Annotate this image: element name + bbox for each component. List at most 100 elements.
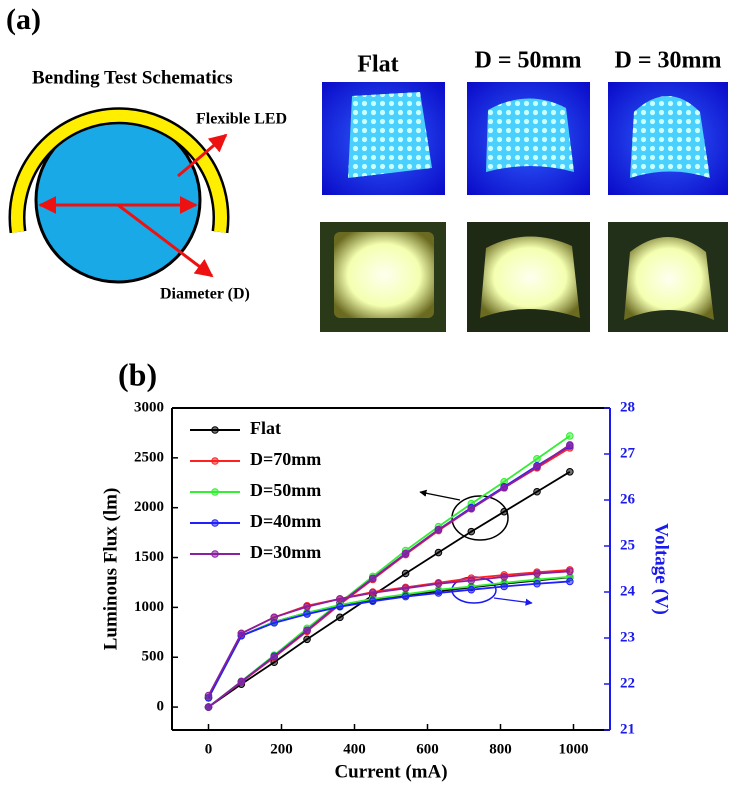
- y-axis-label: Luminous Flux (lm): [100, 488, 121, 651]
- legend-label: D=30mm: [250, 542, 321, 562]
- data-point: [336, 595, 344, 603]
- data-point: [401, 549, 410, 558]
- data-point: [533, 487, 541, 496]
- data-point: [467, 585, 476, 594]
- diameter-label: Diameter (D): [160, 286, 250, 303]
- data-point: [500, 507, 508, 516]
- data-point: [566, 432, 574, 440]
- data-point: [566, 468, 574, 476]
- data-point: [270, 652, 279, 661]
- series-line: [207, 569, 570, 699]
- data-point: [237, 677, 246, 686]
- legend-marker: [211, 550, 219, 558]
- data-point: [500, 582, 508, 591]
- data-point: [237, 629, 246, 638]
- panel-label: (b): [118, 356, 157, 392]
- x-tick-label: 1000: [559, 741, 589, 757]
- x-axis-label: Current (mA): [334, 761, 447, 782]
- y-tick-label: 500: [142, 649, 165, 665]
- series-line: [207, 444, 571, 708]
- photo-white-30: [608, 222, 728, 332]
- y2-tick-label: 28: [620, 399, 635, 415]
- y2-tick-label: 22: [620, 675, 635, 691]
- data-point: [303, 635, 311, 644]
- legend-marker: [211, 426, 219, 434]
- data-point: [401, 592, 410, 601]
- data-point: [566, 441, 574, 449]
- series-line: [207, 580, 570, 699]
- photo-blue-flat: [322, 82, 445, 195]
- led-arrow: [177, 133, 228, 178]
- series-line: [207, 575, 570, 699]
- data-point: [500, 483, 508, 492]
- flexible-led: [11, 109, 227, 233]
- panel-b: (b) 0 200 400 600 800 1000 0 500 1000 1500 2000 250…: [100, 356, 671, 782]
- data-point: [533, 579, 541, 588]
- data-point: [303, 602, 311, 611]
- y-tick-label: 0: [157, 699, 165, 715]
- data-point: [368, 589, 377, 597]
- data-point: [500, 573, 508, 581]
- photo-blue-30: [608, 82, 728, 195]
- data-point: [270, 613, 279, 622]
- data-point: [467, 527, 476, 536]
- x-tick-label: 200: [270, 741, 293, 757]
- data-point: [467, 576, 476, 585]
- y-tick-label: 2000: [134, 499, 164, 515]
- schematic-title: Bending Test Schematics: [32, 67, 233, 88]
- data-point: [401, 569, 410, 578]
- data-point: [303, 610, 311, 618]
- photo-white-50: [467, 222, 590, 332]
- data-point: [336, 602, 344, 611]
- y-tick-label: 2500: [134, 449, 164, 465]
- legend-label: D=70mm: [250, 449, 321, 469]
- panel-label: (a): [6, 3, 41, 36]
- legend-label: D=50mm: [250, 480, 321, 500]
- y2-tick-label: 25: [620, 537, 635, 553]
- data-point: [467, 504, 476, 513]
- y2-tick-label: 26: [620, 491, 636, 507]
- series-line: [207, 471, 571, 708]
- data-point: [204, 691, 213, 700]
- data-point: [566, 577, 574, 586]
- column-label: Flat: [357, 52, 398, 78]
- data-point: [401, 584, 410, 593]
- x-tick-label: 800: [489, 741, 512, 757]
- y2-axis-label: Voltage (V): [651, 523, 672, 615]
- data-point: [566, 567, 574, 576]
- legend-marker: [211, 488, 219, 496]
- y-tick-label: 1500: [134, 549, 164, 565]
- y2-tick-label: 27: [620, 445, 636, 461]
- y2-tick-label: 24: [620, 583, 636, 599]
- x-tick-label: 0: [205, 741, 213, 757]
- diameter-pointer: [117, 203, 214, 278]
- annotation-arrow: [419, 489, 461, 501]
- data-point: [303, 626, 311, 635]
- data-point: [533, 569, 541, 578]
- series-line: [207, 576, 570, 699]
- flexible-led-label: Flexible LED: [196, 111, 287, 128]
- legend-marker: [211, 519, 219, 527]
- data-point: [368, 574, 377, 583]
- legend-label: Flat: [250, 418, 281, 438]
- x-tick-label: 400: [343, 741, 366, 757]
- data-point: [533, 463, 541, 471]
- data-point: [533, 455, 541, 463]
- photo-blue-50: [467, 82, 590, 195]
- y-tick-label: 3000: [134, 399, 164, 415]
- photo-white-flat: [320, 222, 446, 332]
- data-point: [434, 589, 443, 597]
- legend-marker: [211, 457, 219, 465]
- y2-tick-label: 21: [620, 721, 635, 737]
- column-label: D = 50mm: [475, 48, 582, 74]
- y-tick-label: 1000: [134, 599, 164, 615]
- data-point: [368, 597, 377, 606]
- legend-label: D=40mm: [250, 511, 321, 531]
- y2-tick-label: 23: [620, 629, 635, 645]
- data-point: [434, 548, 443, 557]
- data-point: [434, 579, 443, 588]
- panel-a: (a) Bending Test Schematics Flexible LED…: [6, 3, 728, 332]
- data-point: [434, 525, 443, 534]
- column-label: D = 30mm: [615, 48, 722, 74]
